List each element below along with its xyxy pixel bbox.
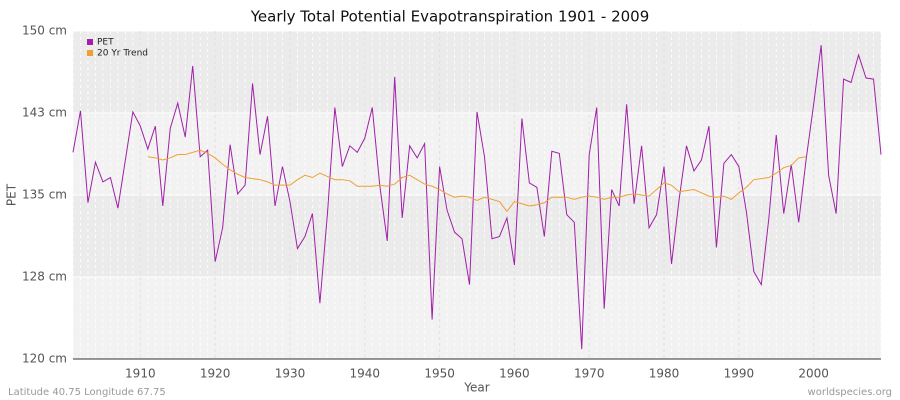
footer-left: Latitude 40.75 Longitude 67.75 [8, 387, 166, 398]
x-axis-label: Year [463, 381, 489, 395]
series-line [72, 45, 882, 350]
x-tick-label: 1940 [350, 367, 381, 381]
legend-label: PET [97, 38, 114, 48]
legend-label: 20 Yr Trend [97, 49, 148, 59]
y-tick-label: 150 cm [22, 24, 67, 38]
x-tick-label: 1930 [275, 367, 306, 381]
x-tick-label: 2000 [798, 367, 829, 381]
legend-swatch [87, 50, 93, 56]
y-tick-label: 143 cm [22, 106, 67, 120]
x-tick-label: 1910 [125, 367, 156, 381]
x-tick-label: 1960 [499, 367, 530, 381]
x-tick-label: 1950 [424, 367, 455, 381]
x-tick-label: 1990 [724, 367, 755, 381]
legend-swatch [87, 39, 93, 45]
y-axis-label: PET [5, 183, 19, 206]
series-line [147, 149, 807, 213]
y-tick-label: 120 cm [22, 352, 67, 366]
footer-right: worldspecies.org [808, 387, 892, 398]
x-tick-label: 1970 [574, 367, 605, 381]
y-tick-label: 135 cm [22, 188, 67, 202]
x-tick-label: 1920 [200, 367, 231, 381]
y-tick-label: 128 cm [22, 270, 67, 284]
x-tick-label: 1980 [649, 367, 680, 381]
chart-title: Yearly Total Potential Evapotranspiratio… [250, 8, 650, 26]
